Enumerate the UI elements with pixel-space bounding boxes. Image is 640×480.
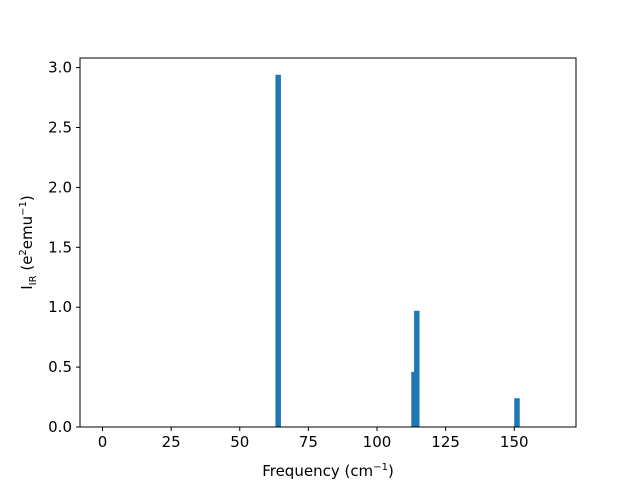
plot-frame (79, 57, 577, 428)
y-axis-label: IIR (e2emu−1) (18, 195, 39, 290)
bars-layer (275, 74, 520, 427)
y-tick-label-1: 0.5 (48, 358, 72, 376)
x-axis-ticks: 0 25 50 75 100 125 150 (98, 427, 529, 451)
x-tick-label-1: 25 (162, 433, 181, 451)
x-axis-label: Frequency (cm−1) (262, 462, 394, 480)
y-tick-label-6: 3.0 (48, 59, 72, 77)
bar-0-1 (411, 371, 417, 427)
x-tick-label-0: 0 (98, 433, 108, 451)
y-tick-label-2: 1.0 (48, 298, 72, 316)
y-tick-label-3: 1.5 (48, 238, 72, 256)
y-tick-label-5: 2.5 (48, 118, 72, 136)
x-tick-label-6: 150 (500, 433, 529, 451)
bar-0-2 (414, 310, 420, 427)
x-tick-label-2: 50 (230, 433, 249, 451)
bar-0-3 (514, 398, 520, 427)
x-tick-label-4: 100 (363, 433, 392, 451)
x-tick-label-3: 75 (299, 433, 318, 451)
bar-0-0 (275, 74, 281, 427)
y-axis-ticks: 0.0 0.5 1.0 1.5 2.0 2.5 3.0 (48, 59, 80, 436)
y-tick-label-4: 2.0 (48, 178, 72, 196)
y-tick-label-0: 0.0 (48, 418, 72, 436)
x-tick-label-5: 125 (431, 433, 460, 451)
